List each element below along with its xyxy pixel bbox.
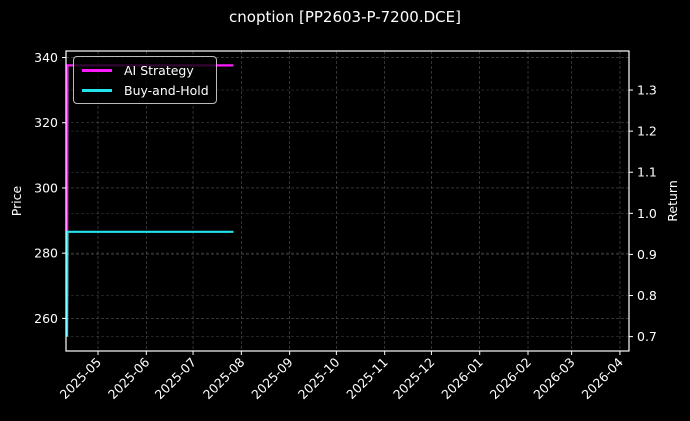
series-line-buy-and-hold	[65, 230, 234, 337]
y-tick-label-right: 0.7	[637, 329, 657, 344]
x-tick-label: 2026-03	[530, 355, 578, 403]
left-axis: 260 280 300 320 340	[34, 50, 66, 326]
legend-swatch-ai-strategy	[82, 68, 112, 72]
x-tick-label: 2025-08	[200, 354, 248, 402]
legend-item-buy-and-hold: Buy-and-Hold	[82, 81, 209, 99]
y-tick-label-left: 260	[34, 311, 58, 326]
legend: AI Strategy Buy-and-Hold	[73, 56, 217, 104]
y-tick-label-right: 1.3	[637, 83, 657, 98]
y-axis-label-right: Return	[665, 180, 680, 221]
y-tick-label-left: 300	[34, 180, 58, 195]
legend-item-ai-strategy: AI Strategy	[82, 61, 194, 79]
y-tick-label-right: 0.9	[637, 247, 657, 262]
x-tick-label: 2026-02	[487, 355, 535, 403]
plot-frame	[65, 50, 630, 352]
y-axis-label-left: Price	[9, 185, 24, 216]
y-tick-label-right: 1.1	[637, 165, 657, 180]
grid-lines	[66, 51, 629, 351]
x-tick-label: 2025-09	[248, 354, 296, 402]
legend-swatch-buy-and-hold	[82, 88, 112, 92]
legend-label: Buy-and-Hold	[124, 82, 209, 98]
x-tick-label: 2025-06	[105, 354, 153, 402]
y-tick-label-right: 0.8	[637, 288, 657, 303]
x-tick-label: 2025-10	[295, 354, 343, 402]
chart-title: cnoption [PP2603-P-7200.DCE]	[229, 8, 461, 26]
y-tick-label-right: 1.2	[637, 124, 657, 139]
x-tick-label: 2026-04	[579, 354, 627, 402]
x-tick-label: 2025-07	[152, 355, 200, 403]
series-lines	[65, 64, 234, 337]
x-tick-label: 2025-11	[343, 355, 391, 403]
y-tick-label-left: 340	[34, 50, 58, 65]
x-tick-label: 2025-12	[390, 355, 438, 403]
series-line-ai-strategy	[65, 64, 234, 337]
legend-label: AI Strategy	[124, 62, 194, 78]
y-tick-label-right: 1.0	[637, 206, 657, 221]
x-tick-label: 2025-05	[57, 355, 105, 403]
y-tick-label-left: 280	[34, 246, 58, 261]
x-axis: 2025-05 2025-06 2025-07 2025-08 2025-09 2025-…	[57, 351, 627, 403]
right-axis: 0.7 0.8 0.9 1.0 1.1 1.2 1.3	[629, 83, 657, 344]
x-tick-label: 2026-01	[438, 355, 486, 403]
y-tick-label-left: 320	[34, 115, 58, 130]
